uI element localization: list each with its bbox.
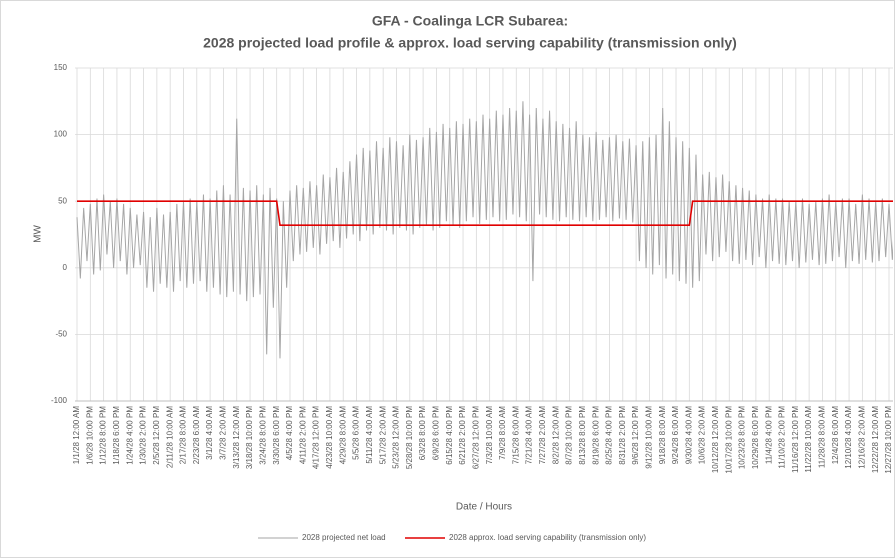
legend: 2028 projected net load 2028 approx. load… — [258, 533, 646, 542]
x-tick-label: 2/17/28 8:00 AM — [179, 406, 188, 465]
legend-label: 2028 approx. load serving capability (tr… — [449, 533, 646, 542]
x-tick-label: 6/3/28 8:00 PM — [418, 406, 427, 461]
x-tick-label: 8/7/28 10:00 PM — [565, 406, 574, 465]
x-tick-label: 11/4/28 4:00 PM — [764, 406, 773, 464]
chart-title: GFA - Coalinga LCR Subarea: — [372, 13, 568, 29]
chart-subtitle: 2028 projected load profile & approx. lo… — [203, 35, 737, 51]
grid — [75, 67, 893, 402]
x-tick-label: 1/6/28 10:00 PM — [85, 406, 94, 465]
x-tick-label: 3/13/28 12:00 AM — [232, 406, 241, 469]
x-tick-label: 7/15/28 6:00 AM — [511, 406, 520, 465]
x-tick-label: 11/16/28 12:00 PM — [791, 406, 800, 473]
x-tick-label: 5/17/28 2:00 AM — [378, 406, 387, 465]
x-tick-label: 3/7/28 2:00 AM — [219, 406, 228, 460]
y-tick-label: -50 — [55, 330, 67, 339]
x-tick-label: 11/22/28 10:00 AM — [804, 406, 813, 473]
x-tick-label: 10/29/28 6:00 PM — [751, 406, 760, 469]
series-line — [77, 200, 893, 226]
x-tick-label: 8/13/28 8:00 PM — [578, 406, 587, 465]
y-tick-label: 50 — [58, 196, 67, 205]
x-tick-label: 1/24/28 4:00 PM — [125, 406, 134, 465]
x-tick-label: 12/10/28 4:00 AM — [844, 406, 853, 469]
x-tick-label: 10/17/28 10:00 PM — [724, 406, 733, 474]
x-tick-label: 8/31/28 2:00 PM — [618, 406, 627, 465]
x-tick-label: 2/5/28 12:00 PM — [152, 406, 161, 465]
x-tick-label: 3/24/28 8:00 PM — [258, 406, 267, 465]
x-tick-label: 5/5/28 6:00 AM — [352, 406, 361, 460]
x-axis-label: Date / Hours — [456, 502, 512, 513]
x-tick-label: 9/30/28 4:00 AM — [684, 406, 693, 465]
x-tick-label: 1/1/28 12:00 AM — [72, 406, 81, 465]
legend-label: 2028 projected net load — [302, 533, 386, 542]
x-tick-label: 9/24/28 6:00 AM — [671, 406, 680, 465]
x-tick-label: 8/25/28 4:00 PM — [605, 406, 614, 465]
x-tick-label: 7/3/28 10:00 AM — [485, 406, 494, 465]
x-tick-label: 1/18/28 6:00 PM — [112, 406, 121, 465]
x-tick-label: 6/9/28 6:00 PM — [432, 406, 441, 461]
x-tick-label: 9/18/28 8:00 AM — [658, 406, 667, 465]
x-tick-label: 12/22/28 12:00 AM — [871, 406, 880, 474]
x-tick-label: 3/18/28 10:00 PM — [245, 406, 254, 469]
x-tick-label: 7/21/28 4:00 AM — [525, 406, 534, 465]
series-line — [76, 101, 893, 359]
y-tick-label: 150 — [54, 63, 68, 72]
y-tick-label: 100 — [54, 130, 68, 139]
x-tick-label: 9/6/28 12:00 PM — [631, 406, 640, 465]
x-tick-label: 8/2/28 12:00 AM — [551, 406, 560, 465]
x-tick-label: 6/27/28 12:00 PM — [471, 406, 480, 469]
x-tick-label: 5/23/28 12:00 AM — [392, 406, 401, 469]
x-tick-label: 9/12/28 10:00 AM — [645, 406, 654, 469]
tick-labels: -100 -50 0 50 100 150 1/1/28 12:00 AM 1/6/28 10… — [51, 63, 893, 474]
x-tick-label: 2/23/28 6:00 AM — [192, 406, 201, 465]
x-tick-label: 12/27/28 10:00 PM — [884, 406, 893, 474]
x-tick-label: 4/11/28 2:00 PM — [298, 406, 307, 464]
y-tick-label: 0 — [63, 263, 68, 272]
plot-area — [76, 101, 893, 359]
x-tick-label: 1/12/28 8:00 PM — [99, 406, 108, 465]
x-tick-label: 2/11/28 10:00 AM — [165, 406, 174, 468]
y-axis-label: MW — [33, 225, 44, 243]
x-tick-label: 10/23/28 8:00 PM — [738, 406, 747, 469]
x-tick-label: 8/19/28 6:00 PM — [591, 406, 600, 465]
x-tick-label: 3/30/28 6:00 PM — [272, 406, 281, 465]
x-tick-label: 7/9/28 8:00 AM — [498, 406, 507, 460]
x-tick-label: 12/16/28 2:00 AM — [857, 406, 866, 469]
x-tick-label: 3/1/28 4:00 AM — [205, 406, 214, 460]
x-tick-label: 12/4/28 6:00 AM — [831, 406, 840, 465]
x-tick-label: 6/15/28 4:00 PM — [445, 406, 454, 465]
x-tick-label: 10/12/28 12:00 AM — [711, 406, 720, 474]
x-tick-label: 5/28/28 10:00 PM — [405, 406, 414, 469]
x-tick-label: 4/5/28 4:00 PM — [285, 406, 294, 461]
x-tick-label: 4/29/28 8:00 AM — [338, 406, 347, 465]
x-tick-label: 4/17/28 12:00 PM — [312, 406, 321, 469]
x-tick-label: 5/11/28 4:00 AM — [365, 406, 374, 464]
x-tick-label: 1/30/28 2:00 PM — [139, 406, 148, 465]
x-tick-label: 7/27/28 2:00 AM — [538, 406, 547, 465]
y-tick-label: -100 — [51, 396, 68, 405]
x-tick-label: 10/6/28 2:00 AM — [698, 406, 707, 465]
x-tick-label: 11/10/28 2:00 PM — [778, 406, 787, 469]
x-tick-label: 11/28/28 8:00 AM — [818, 406, 827, 468]
x-tick-label: 6/21/28 2:00 PM — [458, 406, 467, 465]
x-tick-label: 4/23/28 10:00 AM — [325, 406, 334, 469]
